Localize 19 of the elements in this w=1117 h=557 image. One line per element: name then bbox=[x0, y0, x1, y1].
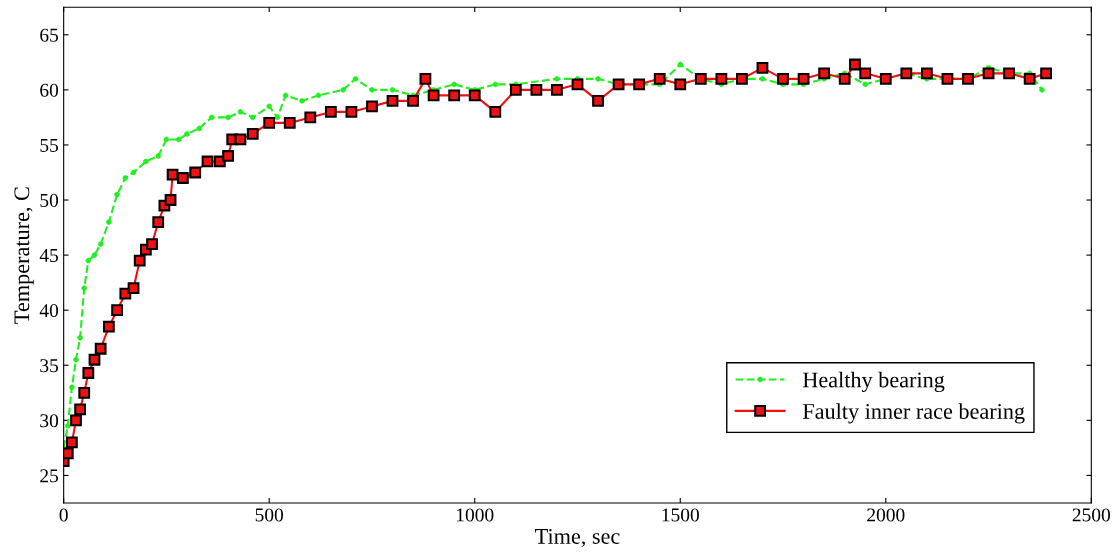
y-tick-label: 45 bbox=[39, 249, 59, 263]
y-tick-label: 25 bbox=[40, 469, 59, 483]
y-axis-title: Temperature, C bbox=[14, 187, 34, 324]
x-tick-label: 0 bbox=[59, 508, 68, 522]
y-tick-label: 40 bbox=[39, 304, 59, 318]
x-tick-label: 1500 bbox=[662, 508, 699, 522]
legend-label: Healthy bearing bbox=[802, 371, 945, 393]
x-tick-label: 1000 bbox=[456, 508, 494, 522]
x-tick-label: 2000 bbox=[867, 508, 905, 522]
y-tick-label: 60 bbox=[40, 83, 59, 97]
y-tick-label: 55 bbox=[40, 138, 59, 152]
x-tick-label: 2500 bbox=[1072, 508, 1111, 522]
legend-label: Faulty inner race bearing bbox=[802, 403, 1025, 424]
x-tick-label: 500 bbox=[255, 508, 284, 522]
y-tick-label: 30 bbox=[40, 414, 59, 428]
y-tick-label: 35 bbox=[40, 359, 59, 373]
y-tick-label: 50 bbox=[40, 193, 59, 207]
y-tick-label: 65 bbox=[40, 28, 59, 42]
x-axis-title: Time, sec bbox=[535, 528, 620, 548]
